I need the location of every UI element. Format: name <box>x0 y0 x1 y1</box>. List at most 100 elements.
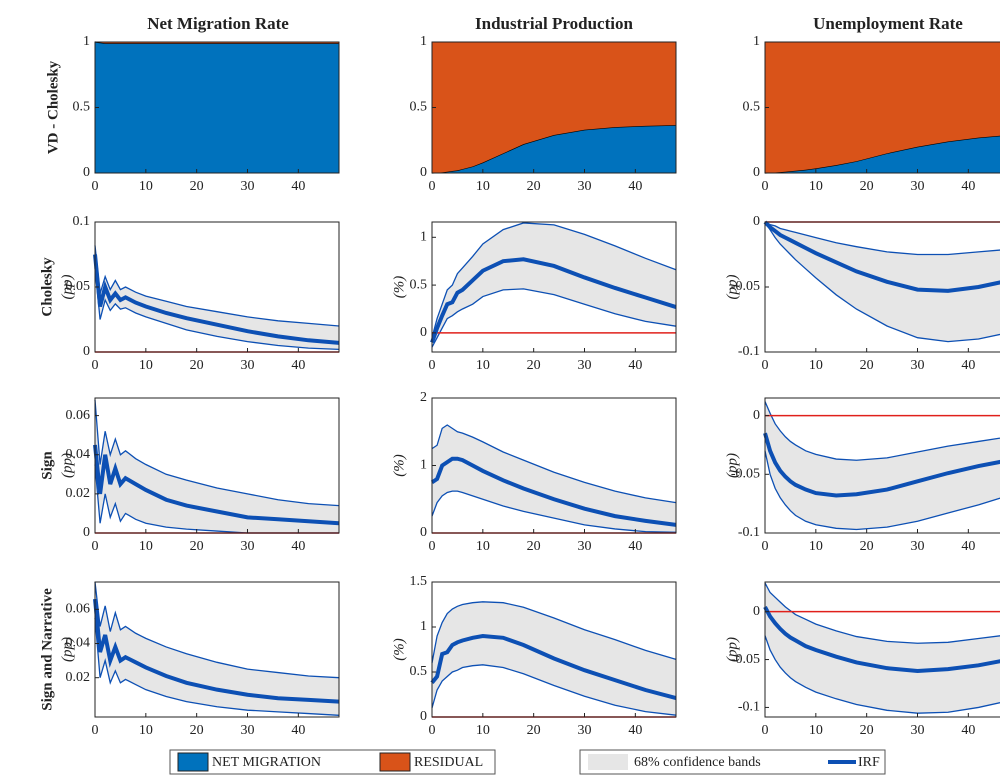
panel: 0 10 20 30 40 0 0.5 1 <box>73 34 340 194</box>
axes-box <box>431 221 677 353</box>
x-tick-label: 40 <box>291 179 305 194</box>
y-tick-label: 0 <box>753 604 760 619</box>
y-tick-label: 1 <box>420 34 427 49</box>
confidence-band <box>432 222 676 348</box>
y-axis-unit: (pp) <box>59 275 75 300</box>
x-tick-label: 0 <box>429 723 436 738</box>
irf-line <box>430 456 677 527</box>
x-tick-label: 20 <box>860 358 874 373</box>
x-tick-label: 20 <box>190 358 204 373</box>
y-tick-label: 0 <box>83 344 90 359</box>
x-tick-label: 20 <box>860 723 874 738</box>
band-edge <box>764 582 1000 644</box>
x-tick-label: 10 <box>476 179 490 194</box>
y-tick-label: 0.06 <box>66 602 91 617</box>
irf-line <box>763 605 1000 674</box>
y-tick-label: 0.5 <box>410 277 428 292</box>
irf-line <box>93 598 340 704</box>
x-tick-label: 10 <box>476 539 490 554</box>
y-tick-label: -0.05 <box>731 652 760 667</box>
y-axis-label: (pp) <box>724 637 740 662</box>
y-axis-label: (pp) <box>724 275 740 300</box>
y-tick-label: 0.5 <box>743 100 761 115</box>
x-tick-label: 0 <box>429 179 436 194</box>
panel: (pp) 0 10 20 30 40 -0.1 -0.05 0 <box>724 397 1000 554</box>
x-tick-label: 20 <box>190 539 204 554</box>
irf-line <box>93 444 340 526</box>
band-edge <box>431 288 677 348</box>
y-tick-label: 1 <box>420 619 427 634</box>
band-edge <box>764 221 1000 256</box>
y-tick-label: 1 <box>753 34 760 49</box>
x-tick-label: 40 <box>961 358 975 373</box>
band-edge <box>431 664 677 716</box>
x-tick-label: 20 <box>860 179 874 194</box>
x-tick-label: 20 <box>860 539 874 554</box>
y-tick-label: 0 <box>753 214 760 229</box>
y-tick-label: -0.1 <box>738 525 760 540</box>
band-edge <box>94 581 340 679</box>
x-tick-label: 30 <box>578 179 592 194</box>
x-tick-label: 40 <box>961 539 975 554</box>
y-tick-label: 0.04 <box>66 447 91 462</box>
panel: (pp) 0 10 20 30 40 -0.1 -0.05 0 <box>724 214 1000 373</box>
band-edge <box>764 635 1000 714</box>
x-tick-label: 30 <box>578 539 592 554</box>
legend-box <box>169 749 496 775</box>
x-tick-label: 40 <box>291 723 305 738</box>
x-tick-label: 20 <box>190 723 204 738</box>
x-tick-label: 20 <box>527 358 541 373</box>
y-tick-label: 1 <box>420 458 427 473</box>
stacked-area <box>765 135 1000 173</box>
x-tick-label: 30 <box>241 179 255 194</box>
x-tick-label: 10 <box>809 179 823 194</box>
x-tick-label: 20 <box>190 179 204 194</box>
y-tick-label: 1.5 <box>410 574 428 589</box>
column-title: Unemployment Rate <box>813 14 963 33</box>
y-tick-label: 0.5 <box>410 100 428 115</box>
x-tick-label: 0 <box>762 358 769 373</box>
x-tick-label: 40 <box>291 358 305 373</box>
x-tick-label: 10 <box>139 723 153 738</box>
legend-swatch <box>588 754 628 770</box>
x-tick-label: 40 <box>628 723 642 738</box>
band-edge <box>94 617 340 716</box>
axes-box <box>764 581 1000 718</box>
legend-swatch <box>379 752 411 772</box>
y-tick-label: 2 <box>420 390 427 405</box>
panel: (%) 0 10 20 30 40 0 1 2 <box>391 390 677 554</box>
axes-box <box>94 397 340 534</box>
y-tick-label: -0.05 <box>731 279 760 294</box>
y-tick-label: 0.02 <box>66 486 91 501</box>
stacked-area <box>432 42 676 173</box>
x-tick-label: 10 <box>476 723 490 738</box>
x-tick-label: 0 <box>762 539 769 554</box>
row-label: Sign and Narrative <box>39 588 55 711</box>
x-tick-label: 0 <box>762 179 769 194</box>
y-tick-label: 0.1 <box>73 214 91 229</box>
panel: (%) 0 10 20 30 40 0 0.5 1 <box>391 221 677 373</box>
panel: 0 10 20 30 40 0 0.02 0.04 0.06 <box>66 397 340 554</box>
x-tick-label: 40 <box>291 539 305 554</box>
x-tick-label: 30 <box>911 179 925 194</box>
y-tick-label: 0 <box>753 165 760 180</box>
y-axis-label: (%) <box>391 454 407 477</box>
x-tick-label: 30 <box>241 723 255 738</box>
y-tick-label: 0.04 <box>66 636 91 651</box>
x-tick-label: 40 <box>628 539 642 554</box>
band-edge <box>764 221 1000 343</box>
axes-box <box>431 581 677 718</box>
axes-box <box>94 581 340 718</box>
legend-label: 68% confidence bands <box>634 755 761 770</box>
y-tick-label: 0 <box>753 408 760 423</box>
stacked-area <box>95 42 339 173</box>
y-tick-label: -0.1 <box>738 344 760 359</box>
x-tick-label: 30 <box>241 539 255 554</box>
legend-label: IRF <box>858 755 880 770</box>
column-title: Net Migration Rate <box>147 14 289 33</box>
x-tick-label: 10 <box>809 358 823 373</box>
band-edge <box>94 267 340 351</box>
y-axis-unit: (pp) <box>59 453 75 478</box>
panel: (%) 0 10 20 30 40 0 0.5 1 1.5 <box>391 574 677 738</box>
